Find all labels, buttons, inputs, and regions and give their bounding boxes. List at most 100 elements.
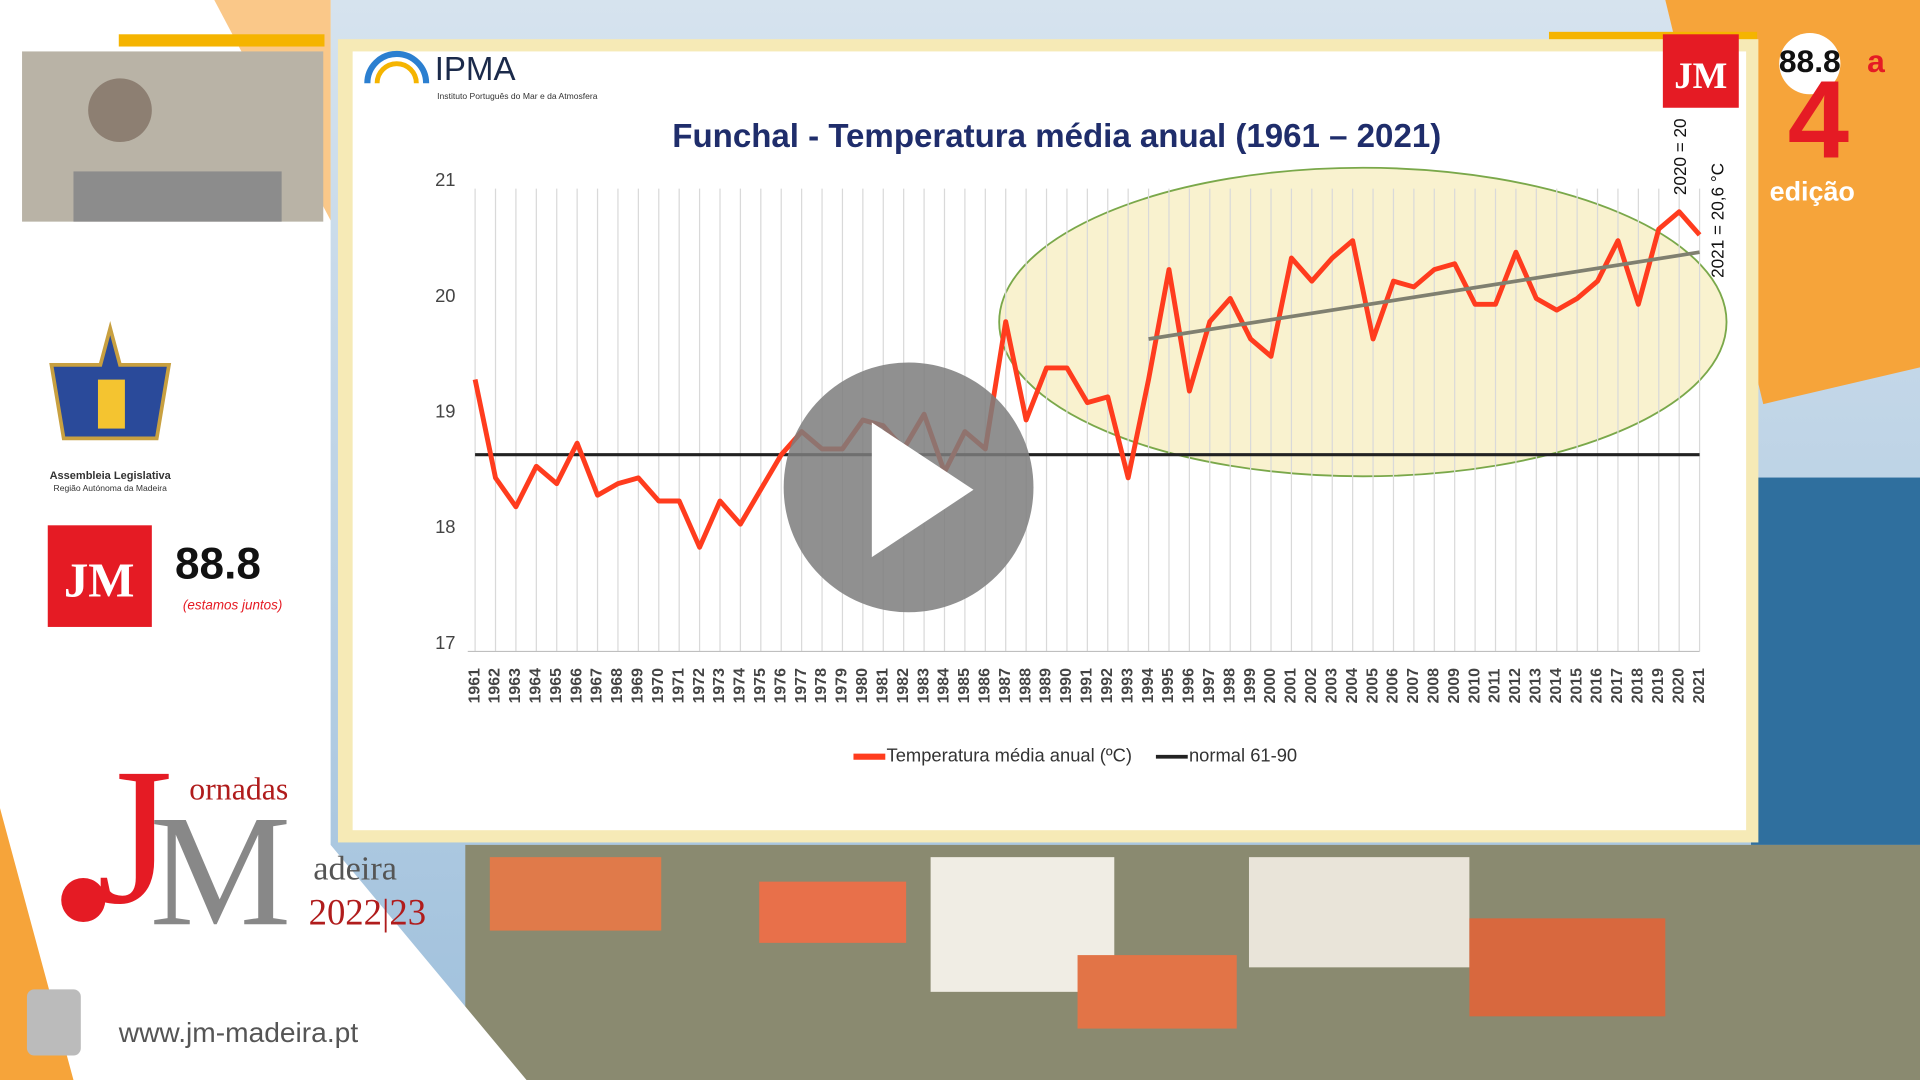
x-tick-label: 1964 [528,668,545,704]
x-tick-label: 2003 [1323,668,1340,704]
x-tick-label: 1966 [568,668,585,704]
x-tick-label: 2018 [1630,668,1647,704]
annotation: 2020 = 20 [1670,118,1690,195]
x-tick-label: 1991 [1079,668,1096,704]
x-tick-label: 1998 [1221,668,1238,704]
x-tick-label: 1969 [630,668,647,704]
source-name: IPMA [435,51,516,88]
x-tick-label: 1967 [589,668,606,704]
play-icon[interactable] [871,422,974,558]
x-tick-label: 1988 [1017,668,1034,704]
jm-logo-text: JM [1674,55,1727,96]
x-tick-label: 1975 [752,668,769,704]
series-line [472,209,1702,550]
x-tick-label: 1965 [548,668,565,704]
x-tick-label: 2014 [1548,668,1565,704]
x-tick-label: 1982 [895,668,912,704]
legend-label: normal 61-90 [1189,745,1297,766]
edition-label: edição [1770,177,1855,207]
ipma-logo [374,61,419,84]
x-tick-label: 1977 [793,668,810,704]
y-tick-label: 20 [435,285,455,306]
x-tick-label: 2013 [1528,668,1545,704]
x-tick-label: 1996 [1181,668,1198,704]
event-dot [61,877,106,923]
x-tick-label: 1968 [609,668,626,704]
x-tick-label: 1993 [1119,668,1136,704]
x-tick-label: 1979 [834,668,851,704]
event-word-2: adeira [313,850,397,888]
brand-icon [26,989,81,1056]
x-tick-label: 1978 [813,668,830,704]
x-tick-label: 1972 [691,668,708,704]
x-tick-label: 2006 [1385,668,1402,704]
y-tick-label: 17 [435,632,455,653]
x-tick-label: 1986 [977,668,994,704]
chart-title: Funchal - Temperatura média anual (1961 … [672,118,1441,155]
x-tick-label: 1995 [1160,668,1177,704]
x-tick-label: 2008 [1425,668,1442,704]
x-tick-label: 1961 [466,668,483,704]
sea [1751,477,1920,845]
x-tick-label: 2011 [1487,668,1504,703]
trend-line [1148,250,1700,341]
x-tick-label: 1983 [915,668,932,704]
x-tick-label: 2005 [1364,668,1381,704]
edition-sup: a [1867,43,1885,79]
x-tick-label: 1981 [874,668,891,704]
assembly-name: Assembleia Legislativa [50,470,172,482]
ipma-logo [364,50,430,84]
x-tick-label: 1999 [1242,668,1259,704]
radio-tagline: (estamos juntos) [183,598,282,613]
x-tick-label: 1963 [507,668,524,704]
x-tick-label: 1987 [997,668,1014,704]
x-tick-label: 1997 [1201,668,1218,704]
x-tick-label: 1962 [487,668,504,704]
jm-logo [1662,34,1739,108]
x-tick-label: 2021 [1691,668,1708,704]
x-tick-label: 1980 [854,668,871,704]
x-tick-label: 2016 [1589,668,1606,704]
x-tick-label: 2010 [1466,668,1483,704]
speaker [88,78,152,143]
x-tick-label: 1994 [1140,668,1157,704]
x-tick-label: 2012 [1507,668,1524,704]
x-tick-label: 1974 [732,668,749,704]
jm-logo [47,525,152,627]
event-word-1: ornadas [189,772,288,807]
x-tick-label: 2009 [1446,668,1463,704]
assembly-region: Região Autónoma da Madeira [54,483,168,493]
x-tick-label: 2002 [1303,668,1320,704]
left-panel [0,0,527,1080]
roof [1077,955,1237,1029]
x-tick-label: 2017 [1609,668,1626,704]
building [1248,857,1470,968]
source-full: Instituto Português do Mar e da Atmosfer… [437,91,598,101]
x-tick-label: 2004 [1344,668,1361,704]
roof [489,857,662,931]
podium [73,171,282,222]
y-tick-label: 21 [435,169,455,190]
x-tick-label: 1992 [1099,668,1116,704]
x-tick-label: 2015 [1568,668,1585,704]
radio-text: 88.8 [175,540,261,589]
x-tick-label: 1990 [1058,668,1075,704]
x-tick-label: 1976 [772,668,789,704]
event-year: 2022|23 [309,891,427,932]
edition-number: 4 [1788,59,1849,182]
x-tick-label: 1985 [956,668,973,704]
annotation: 2021 = 20,6 °C [1708,163,1728,278]
radio-logo [1779,33,1841,95]
event-letter-m: M [150,783,292,959]
y-tick-label: 19 [435,400,455,421]
x-tick-label: 2007 [1405,668,1422,704]
x-tick-label: 1984 [936,668,953,704]
highlight-ellipse [998,166,1728,478]
roof [759,881,907,943]
roof [1469,918,1666,1017]
x-tick-label: 2019 [1650,668,1667,704]
y-tick-label: 18 [435,516,455,537]
x-tick-label: 1973 [711,668,728,704]
jm-logo-text: JM [64,553,135,608]
